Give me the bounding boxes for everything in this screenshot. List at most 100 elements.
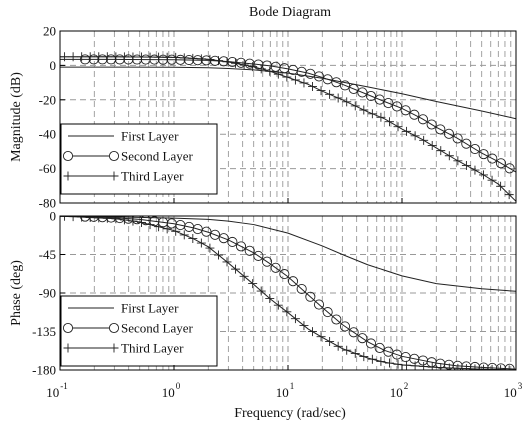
phase-series-2-point (374, 342, 385, 353)
phase-series-3-point (137, 217, 147, 227)
phase-series-2-point (244, 245, 255, 256)
phase-series-3-point (376, 356, 386, 366)
magnitude-series-2-point (331, 77, 342, 88)
magnitude-series-3-point (239, 60, 249, 70)
magnitude-series-3-point (402, 126, 412, 136)
phase-series-2-point (296, 283, 307, 295)
magnitude-legend-label-2: Second Layer (121, 149, 194, 164)
phase-series-3-point (410, 361, 420, 370)
magnitude-series-3-point (419, 135, 429, 145)
magnitude-legend: First Layer Second Layer Third Layer (60, 123, 218, 195)
magnitude-series-3-point (137, 52, 147, 62)
phase-series-3-point (436, 363, 446, 370)
magnitude-series-3-point (102, 52, 112, 62)
phase-series-3-point (393, 359, 403, 369)
phase-series-2-point (261, 256, 273, 267)
magnitude-series-2-point (400, 105, 411, 116)
magnitude-series-2-point (235, 57, 247, 68)
phase-series-3-point (470, 364, 480, 370)
phase-series-3-point (461, 364, 471, 370)
magnitude-y-axis-label: Magnitude (dB) (9, 72, 24, 162)
magnitude-series-2-point (383, 98, 394, 109)
magnitude-series-3-point (231, 58, 241, 68)
magnitude-series-3-point (308, 81, 318, 91)
phase-series-2-point (331, 314, 342, 325)
magnitude-series-2-point (504, 163, 515, 174)
phase-ytick-label: -90 (39, 286, 56, 301)
phase-series-2-point (218, 233, 229, 244)
magnitude-series-3-point (282, 72, 292, 82)
magnitude-series-2-point (80, 54, 91, 65)
phase-legend-marker-2 (108, 322, 120, 334)
magnitude-series-3-point (222, 57, 232, 67)
phase-series-3-point (444, 363, 454, 370)
phase-series-2-point (495, 363, 507, 370)
magnitude-series-2-point (435, 124, 446, 135)
magnitude-series-3-point (60, 52, 70, 62)
phase-series-3-point (119, 216, 129, 225)
magnitude-series-2-point (374, 94, 385, 105)
magnitude-series-3-point (128, 52, 138, 62)
magnitude-legend-marker-3 (109, 171, 119, 181)
magnitude-series-3-point (196, 54, 206, 64)
phase-series-3-point (282, 307, 292, 317)
phase-series-2-point (279, 269, 290, 280)
magnitude-series-group (60, 52, 516, 202)
magnitude-series-3-point (179, 53, 189, 63)
magnitude-series-3-point (145, 52, 155, 62)
magnitude-series-3-point (256, 64, 266, 74)
phase-series-3-point (231, 264, 241, 274)
phase-series-3-point (367, 354, 377, 364)
phase-series-group (60, 216, 516, 370)
phase-legend-marker-3 (109, 343, 119, 353)
phase-ytick-label: 0 (50, 209, 57, 224)
phase-series-3-point (154, 222, 164, 232)
phase-series-3-point (453, 363, 463, 370)
magnitude-legend-marker-3 (63, 171, 73, 181)
magnitude-series-3-point (85, 52, 95, 62)
phase-series-3-point (196, 238, 206, 248)
magnitude-series-1-line (60, 66, 516, 120)
magnitude-series-3-point (188, 53, 198, 63)
magnitude-series-3-point (393, 122, 403, 132)
phase-series-2-point (452, 360, 463, 370)
phase-series-2-point (201, 226, 212, 237)
phase-series-2-point (365, 338, 377, 349)
magnitude-series-3-point (111, 52, 121, 62)
magnitude-ytick-label: 0 (50, 58, 57, 73)
magnitude-series-3-point (265, 66, 275, 76)
magnitude-series-2-point (478, 149, 489, 160)
x-axis: 10-1 100 101 102 103 (46, 198, 523, 400)
phase-panel: 0 -45 -90 -135 -180 Phase (deg) First Layer Sec… (9, 209, 517, 378)
magnitude-series-3-point (410, 131, 420, 141)
magnitude-series-2-point (357, 87, 368, 98)
phase-series-2-point (305, 291, 316, 302)
magnitude-series-2-point (417, 114, 429, 125)
phase-series-3-point (85, 216, 95, 223)
phase-series-3-point (273, 300, 283, 310)
magnitude-series-3-point (171, 52, 181, 62)
magnitude-series-2-point (365, 90, 377, 102)
magnitude-series-3-point (68, 52, 78, 62)
phase-series-3-point (299, 321, 309, 331)
magnitude-legend-marker-2 (62, 150, 74, 162)
magnitude-series-2-point (461, 138, 472, 149)
phase-series-3-point (68, 216, 78, 222)
phase-series-2-point (209, 229, 221, 240)
phase-series-3-point (256, 286, 266, 296)
magnitude-series-3-point (290, 75, 300, 85)
phase-series-2-point (253, 250, 264, 261)
magnitude-series-3-point (94, 52, 104, 62)
phase-series-2-point (487, 362, 498, 370)
x-tick-label: 103 (504, 381, 523, 400)
phase-series-2-point (235, 241, 247, 252)
magnitude-series-3-point (436, 146, 446, 156)
phase-series-2-point (469, 361, 481, 370)
phase-ytick-label: -45 (39, 247, 56, 262)
phase-series-2-point (339, 321, 351, 332)
magnitude-legend-label-3: Third Layer (121, 169, 184, 184)
magnitude-series-3-point (479, 170, 489, 180)
phase-series-3-point (487, 364, 497, 370)
